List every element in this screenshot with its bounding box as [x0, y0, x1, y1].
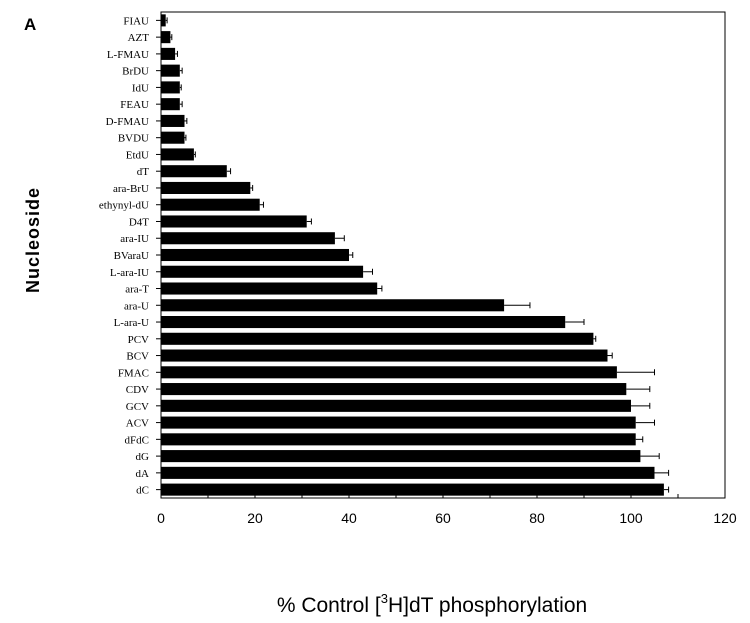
bar — [161, 433, 636, 446]
category-label: AZT — [128, 32, 150, 44]
bar — [161, 215, 307, 228]
bar — [161, 332, 594, 345]
bar — [161, 64, 180, 77]
x-tick-label: 40 — [341, 510, 357, 526]
bar — [161, 349, 608, 362]
bar — [161, 450, 641, 463]
bar — [161, 399, 631, 412]
bar — [161, 114, 185, 127]
bar — [161, 299, 505, 312]
category-label: BCV — [126, 351, 149, 363]
bar — [161, 81, 180, 94]
category-label: EtdU — [126, 149, 149, 161]
x-axis-label-part-1: % Control [ — [277, 594, 381, 617]
category-label: PCV — [128, 334, 149, 346]
category-label: IdU — [132, 82, 149, 94]
category-label: CDV — [126, 384, 149, 396]
x-axis-label: % Control [3H]dT phosphorylation — [277, 591, 587, 617]
bar — [161, 232, 335, 245]
category-label: D-FMAU — [106, 116, 149, 128]
bar — [161, 265, 364, 278]
bar — [161, 282, 378, 295]
category-label: FIAU — [123, 15, 149, 27]
x-tick-label: 60 — [435, 510, 451, 526]
bar — [161, 14, 166, 27]
bar — [161, 31, 171, 44]
x-tick-label: 0 — [157, 510, 165, 526]
x-tick-label: 80 — [529, 510, 545, 526]
bar — [161, 165, 227, 178]
bar — [161, 198, 260, 211]
bar — [161, 483, 664, 496]
x-tick-label: 120 — [713, 510, 737, 526]
panel-label: A — [24, 15, 36, 34]
x-axis-label-superscript: 3 — [381, 591, 388, 606]
x-tick-label: 20 — [247, 510, 263, 526]
category-label: L-FMAU — [107, 49, 149, 61]
category-label: ara-BrU — [113, 183, 149, 195]
bar — [161, 98, 180, 111]
bar — [161, 148, 194, 161]
category-label: ara-T — [125, 284, 149, 296]
category-label: BVDU — [118, 133, 149, 145]
category-label: FMAC — [118, 367, 149, 379]
bar — [161, 383, 627, 396]
plot-area: 0 20 40 60 80 100 120 FIAU AZT L-FMAU BrDU IdU FEAU D… — [99, 11, 737, 526]
category-label: ACV — [126, 418, 149, 430]
category-label: FEAU — [120, 99, 149, 111]
bar — [161, 366, 617, 379]
category-label: BVaraU — [114, 250, 149, 262]
bar — [161, 316, 566, 329]
category-label: dA — [136, 468, 150, 480]
category-label: GCV — [126, 401, 149, 413]
x-tick-label: 100 — [619, 510, 643, 526]
category-label: dT — [137, 166, 150, 178]
category-label: ethynyl-dU — [99, 200, 149, 212]
category-label: dG — [136, 451, 150, 463]
x-axis-label-part-2: H]dT phosphorylation — [388, 594, 587, 617]
category-label: ara-IU — [120, 233, 149, 245]
category-label: L-ara-U — [114, 317, 149, 329]
category-label: D4T — [129, 216, 149, 228]
category-label: dFdC — [125, 434, 149, 446]
bar — [161, 131, 185, 144]
category-label: BrDU — [122, 66, 149, 78]
y-axis-label: Nucleoside — [23, 187, 43, 293]
bar — [161, 466, 655, 479]
bar — [161, 416, 636, 429]
category-label: dC — [136, 485, 149, 497]
bar — [161, 47, 176, 60]
bar — [161, 181, 251, 194]
bar — [161, 248, 349, 262]
category-label: L-ara-IU — [110, 267, 149, 279]
category-label: ara-U — [124, 300, 149, 312]
